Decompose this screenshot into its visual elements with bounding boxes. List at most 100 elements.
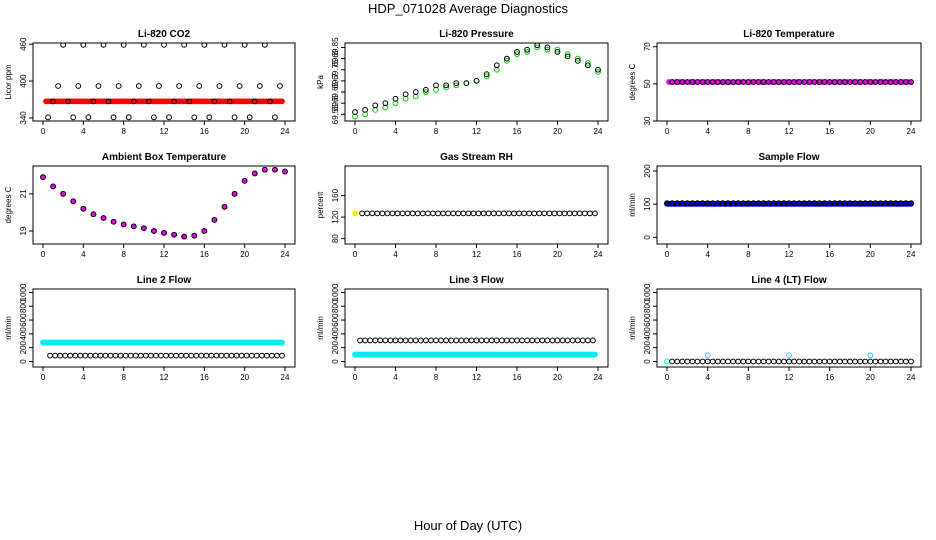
- panel-3: Li-820 Temperature 0 4 8 12 16 20 24 30 50 70 degre…: [628, 29, 922, 136]
- x-tick-label: 4: [393, 127, 398, 136]
- x-tick-label: 12: [785, 373, 794, 382]
- data-point: [151, 228, 157, 234]
- data-point: [352, 109, 358, 115]
- data-point: [735, 358, 742, 365]
- y-tick-label: 0: [643, 359, 652, 364]
- x-tick-label: 0: [41, 127, 46, 136]
- data-point: [908, 79, 914, 85]
- data-point: [541, 210, 548, 217]
- data-point: [514, 49, 520, 55]
- plot-frame: [344, 165, 609, 245]
- data-point: [158, 352, 164, 359]
- x-tick-label: 24: [907, 250, 916, 259]
- data-point: [394, 210, 401, 217]
- data-point: [168, 352, 174, 359]
- data-point: [503, 337, 510, 344]
- panel-6: Sample Flow 0 4 8 12 16 20 24 0 100 200 ml/min: [628, 152, 922, 259]
- data-point: [503, 57, 510, 64]
- data-point: [216, 83, 223, 89]
- data-point: [714, 358, 721, 365]
- data-point: [811, 358, 818, 365]
- data-point: [781, 358, 787, 365]
- y-tick-label: 120: [331, 210, 340, 224]
- data-point: [62, 352, 69, 359]
- data-point: [142, 352, 149, 359]
- x-tick-label: 4: [393, 250, 398, 259]
- data-point: [422, 337, 429, 344]
- points-group: [43, 43, 285, 121]
- data-point: [490, 210, 497, 217]
- x-tick-label: 24: [281, 373, 290, 382]
- data-point: [266, 98, 273, 105]
- data-point: [463, 80, 470, 87]
- data-point: [272, 114, 278, 121]
- data-point: [440, 210, 446, 217]
- data-point: [516, 210, 522, 217]
- data-point: [117, 352, 124, 359]
- data-point: [82, 352, 89, 359]
- data-point: [171, 98, 177, 105]
- data-point: [70, 198, 77, 205]
- data-point: [493, 62, 500, 69]
- data-point: [576, 210, 583, 217]
- data-point: [274, 352, 280, 359]
- data-point: [65, 98, 72, 105]
- y-tick-label: 100: [643, 197, 652, 211]
- x-tick-label: 8: [434, 127, 439, 136]
- x-tick-label: 0: [665, 127, 670, 136]
- data-point: [362, 337, 369, 344]
- data-point: [425, 210, 431, 217]
- data-point: [261, 43, 268, 48]
- data-point: [506, 210, 512, 217]
- data-point: [382, 100, 389, 107]
- y-tick-label: 80: [331, 234, 340, 243]
- data-point: [581, 210, 588, 217]
- data-point: [236, 83, 243, 89]
- x-tick-label: 12: [785, 250, 794, 259]
- data-point: [709, 358, 716, 365]
- x-tick-label: 0: [665, 373, 670, 382]
- data-point: [379, 210, 386, 217]
- data-point: [669, 358, 675, 365]
- data-point: [465, 210, 472, 217]
- data-point: [206, 114, 213, 121]
- data-point: [392, 337, 399, 344]
- data-point: [52, 352, 58, 359]
- data-point: [127, 352, 134, 359]
- panel-title: Li-820 CO2: [138, 29, 191, 40]
- data-point: [246, 114, 253, 121]
- data-point: [857, 358, 864, 365]
- data-point: [551, 210, 558, 217]
- x-tick-label: 24: [594, 250, 603, 259]
- data-point: [166, 114, 172, 121]
- data-point: [485, 210, 492, 217]
- data-point: [806, 358, 813, 365]
- x-tick-label: 4: [393, 373, 398, 382]
- data-point: [258, 352, 265, 359]
- data-point: [443, 82, 450, 89]
- data-point: [664, 358, 670, 365]
- data-point: [279, 339, 285, 346]
- panel-9: Line 4 (LT) Flow 0 4 8 12 16 20 24 0 200400600800…: [628, 275, 922, 382]
- data-point: [539, 337, 546, 344]
- data-point: [218, 352, 225, 359]
- data-point: [836, 358, 843, 365]
- x-tick-label: 8: [746, 250, 751, 259]
- y-tick-label: 30: [643, 116, 652, 125]
- x-tick-label: 4: [705, 373, 710, 382]
- data-point: [201, 43, 208, 48]
- x-tick-label: 20: [553, 250, 562, 259]
- panel-title: Li-820 Pressure: [439, 29, 514, 40]
- data-point: [233, 352, 240, 359]
- data-point: [862, 358, 869, 365]
- y-tick-label: 1000: [331, 283, 340, 301]
- data-point: [699, 358, 706, 365]
- x-tick-label: 12: [472, 127, 481, 136]
- data-point: [50, 98, 56, 105]
- data-point: [460, 210, 467, 217]
- x-tick-label: 24: [594, 373, 603, 382]
- data-point: [92, 352, 99, 359]
- x-tick-label: 20: [866, 127, 875, 136]
- x-tick-label: 8: [434, 373, 439, 382]
